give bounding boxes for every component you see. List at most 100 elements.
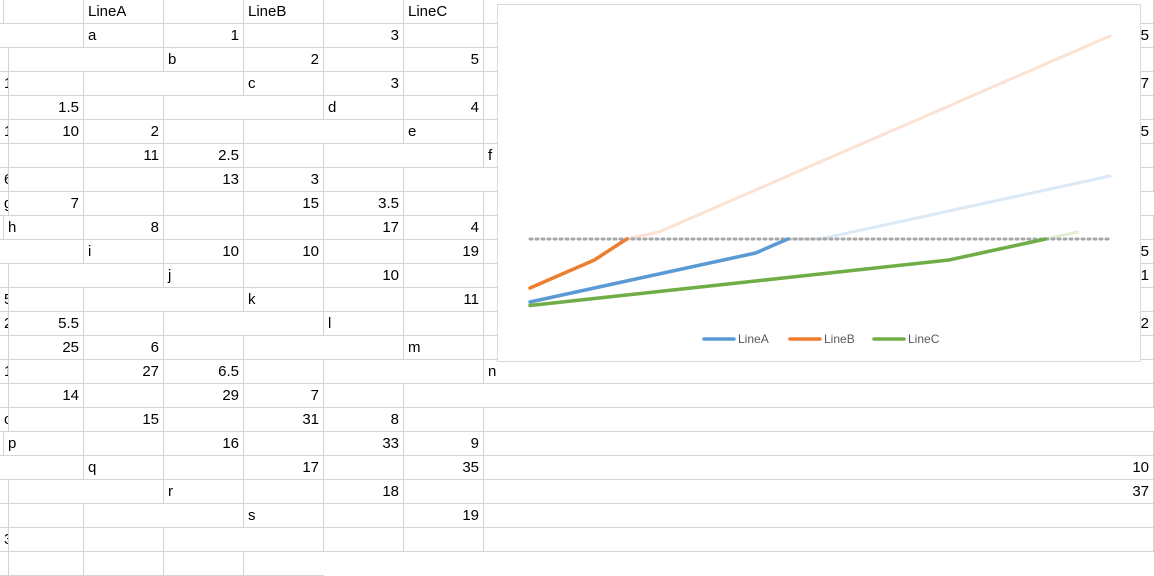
cell-lineB[interactable] <box>4 144 84 168</box>
cell-lineA[interactable]: 2 <box>244 48 324 72</box>
cell-col-g[interactable] <box>404 408 484 432</box>
cell-col-c[interactable] <box>4 168 84 192</box>
cell-col-c[interactable]: 14 <box>4 384 84 408</box>
cell-col-c[interactable]: 16 <box>164 432 244 456</box>
cell-lineA[interactable] <box>404 528 484 552</box>
cell-label[interactable]: m <box>404 336 484 360</box>
cell-label[interactable]: d <box>324 96 404 120</box>
cell-col-e[interactable]: 19 <box>404 240 484 264</box>
header-cell-label[interactable] <box>4 0 84 24</box>
cell-col-c[interactable] <box>484 528 1154 552</box>
cell-lineA[interactable]: 10 <box>164 240 244 264</box>
cell-col-e[interactable]: 11 <box>84 144 164 168</box>
cell-lineC[interactable]: 5.5 <box>4 312 84 336</box>
cell-label[interactable]: b <box>164 48 244 72</box>
cell-label[interactable]: j <box>164 264 244 288</box>
cell-lineC[interactable]: 3.5 <box>324 192 404 216</box>
cell-lineA[interactable] <box>164 456 244 480</box>
empty-cell[interactable] <box>4 480 84 504</box>
empty-cell[interactable] <box>244 120 324 144</box>
cell-lineA[interactable] <box>244 480 324 504</box>
cell-col-e[interactable]: 35 <box>404 456 484 480</box>
header-cell-col-e[interactable] <box>324 0 404 24</box>
cell-col-c[interactable] <box>244 24 324 48</box>
cell-lineB[interactable] <box>404 264 484 288</box>
cell-label[interactable]: s <box>244 504 324 528</box>
cell-col-c[interactable] <box>404 72 484 96</box>
empty-cell[interactable] <box>84 72 164 96</box>
cell-lineB[interactable] <box>324 456 404 480</box>
cell-col-c[interactable]: 19 <box>404 504 484 528</box>
cell-lineB[interactable]: 5 <box>404 48 484 72</box>
cell-label[interactable]: q <box>84 456 164 480</box>
cell-lineA[interactable] <box>324 504 404 528</box>
cell-lineB[interactable] <box>84 168 164 192</box>
cell-lineB[interactable] <box>404 480 484 504</box>
cell-col-c[interactable]: 10 <box>244 240 324 264</box>
cell-lineC[interactable]: 2 <box>84 120 164 144</box>
cell-col-e[interactable]: 27 <box>84 360 164 384</box>
cell-lineC[interactable]: 6.5 <box>164 360 244 384</box>
cell-col-g[interactable] <box>84 96 164 120</box>
cell-lineC[interactable]: 1.5 <box>4 96 84 120</box>
header-cell-col-c[interactable] <box>164 0 244 24</box>
cell-col-g[interactable] <box>324 168 404 192</box>
cell-label[interactable]: l <box>324 312 404 336</box>
cell-lineA[interactable]: 7 <box>4 192 84 216</box>
cell-lineB[interactable] <box>244 216 324 240</box>
empty-cell[interactable] <box>164 528 244 552</box>
cell-label[interactable] <box>324 528 404 552</box>
empty-cell[interactable] <box>324 144 404 168</box>
cell-col-g[interactable] <box>4 504 84 528</box>
cell-lineA[interactable] <box>4 408 84 432</box>
cell-label[interactable]: c <box>244 72 324 96</box>
empty-cell[interactable] <box>4 264 84 288</box>
cell-col-c[interactable]: 15 <box>84 408 164 432</box>
cell-col-g[interactable] <box>4 288 84 312</box>
cell-col-g[interactable] <box>84 528 164 552</box>
cell-lineC[interactable]: 7 <box>244 384 324 408</box>
cell-col-g[interactable] <box>4 72 84 96</box>
cell-col-c[interactable] <box>164 216 244 240</box>
cell-lineB[interactable] <box>324 240 404 264</box>
cell-col-e[interactable]: 17 <box>324 216 404 240</box>
cell-col-e[interactable]: 13 <box>164 168 244 192</box>
cell-lineA[interactable]: 8 <box>84 216 164 240</box>
cell-col-g[interactable] <box>84 312 164 336</box>
empty-cell[interactable] <box>324 360 404 384</box>
cell-lineA[interactable]: 4 <box>404 96 484 120</box>
cell-col-c[interactable]: 10 <box>324 264 404 288</box>
cell-lineB[interactable] <box>244 432 324 456</box>
cell-label[interactable]: i <box>84 240 164 264</box>
cell-label[interactable]: h <box>4 216 84 240</box>
empty-cell[interactable] <box>164 312 244 336</box>
cell-col-c[interactable] <box>84 192 164 216</box>
cell-label[interactable]: e <box>404 120 484 144</box>
cell-col-c[interactable]: 11 <box>404 288 484 312</box>
cell-col-c[interactable]: 18 <box>324 480 404 504</box>
cell-col-g[interactable] <box>164 552 244 576</box>
cell-lineB[interactable] <box>84 384 164 408</box>
cell-lineC[interactable] <box>84 552 164 576</box>
cell-lineB[interactable] <box>484 504 1154 528</box>
cell-label[interactable]: a <box>84 24 164 48</box>
cell-col-g[interactable] <box>244 144 324 168</box>
empty-cell[interactable] <box>484 408 1154 432</box>
cell-lineC[interactable]: 3 <box>244 168 324 192</box>
cell-lineC[interactable]: 10 <box>484 456 1154 480</box>
cell-lineC[interactable]: 9 <box>404 432 484 456</box>
cell-col-e[interactable]: 29 <box>164 384 244 408</box>
cell-col-e[interactable]: 15 <box>244 192 324 216</box>
cell-lineA[interactable]: 3 <box>324 72 404 96</box>
cell-col-e[interactable]: 33 <box>324 432 404 456</box>
cell-col-e[interactable]: 25 <box>4 336 84 360</box>
cell-lineC[interactable] <box>4 528 84 552</box>
cell-col-e[interactable]: 37 <box>484 480 1154 504</box>
cell-label[interactable]: p <box>4 432 84 456</box>
cell-lineC[interactable]: 8 <box>324 408 404 432</box>
cell-col-g[interactable] <box>164 336 244 360</box>
cell-col-g[interactable] <box>164 120 244 144</box>
cell-col-c[interactable]: 17 <box>244 456 324 480</box>
cell-lineA[interactable]: 1 <box>164 24 244 48</box>
cell-lineA[interactable] <box>404 312 484 336</box>
